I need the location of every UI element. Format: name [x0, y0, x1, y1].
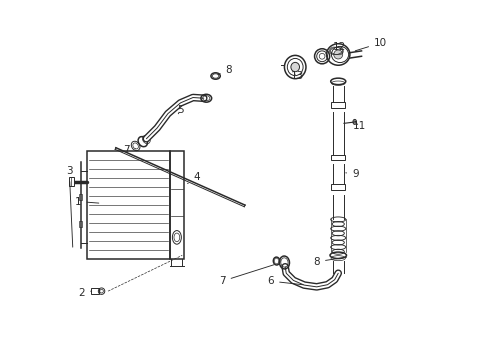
Text: 7: 7 [123, 145, 136, 155]
Text: 11: 11 [353, 121, 367, 131]
Bar [331, 102, 345, 108]
Bar [170, 151, 184, 259]
Text: 5: 5 [177, 105, 184, 115]
Bar [331, 184, 345, 190]
Text: 1: 1 [75, 197, 99, 207]
Ellipse shape [334, 50, 343, 59]
Text: 13: 13 [291, 71, 304, 81]
Ellipse shape [291, 62, 299, 72]
Text: 6: 6 [268, 276, 303, 286]
Bar [69, 177, 74, 186]
Text: 12: 12 [326, 42, 345, 54]
Bar [87, 151, 170, 259]
Text: 8: 8 [314, 257, 346, 267]
Bar [79, 221, 82, 226]
Text: 4: 4 [188, 172, 200, 184]
Text: 3: 3 [66, 166, 73, 247]
Bar [79, 194, 82, 200]
Text: 10: 10 [355, 38, 387, 51]
Text: 9: 9 [346, 169, 359, 179]
Text: 2: 2 [78, 288, 92, 298]
Text: 8: 8 [218, 64, 232, 75]
Bar [91, 288, 98, 294]
Bar [331, 154, 345, 160]
Text: 7: 7 [219, 265, 274, 286]
